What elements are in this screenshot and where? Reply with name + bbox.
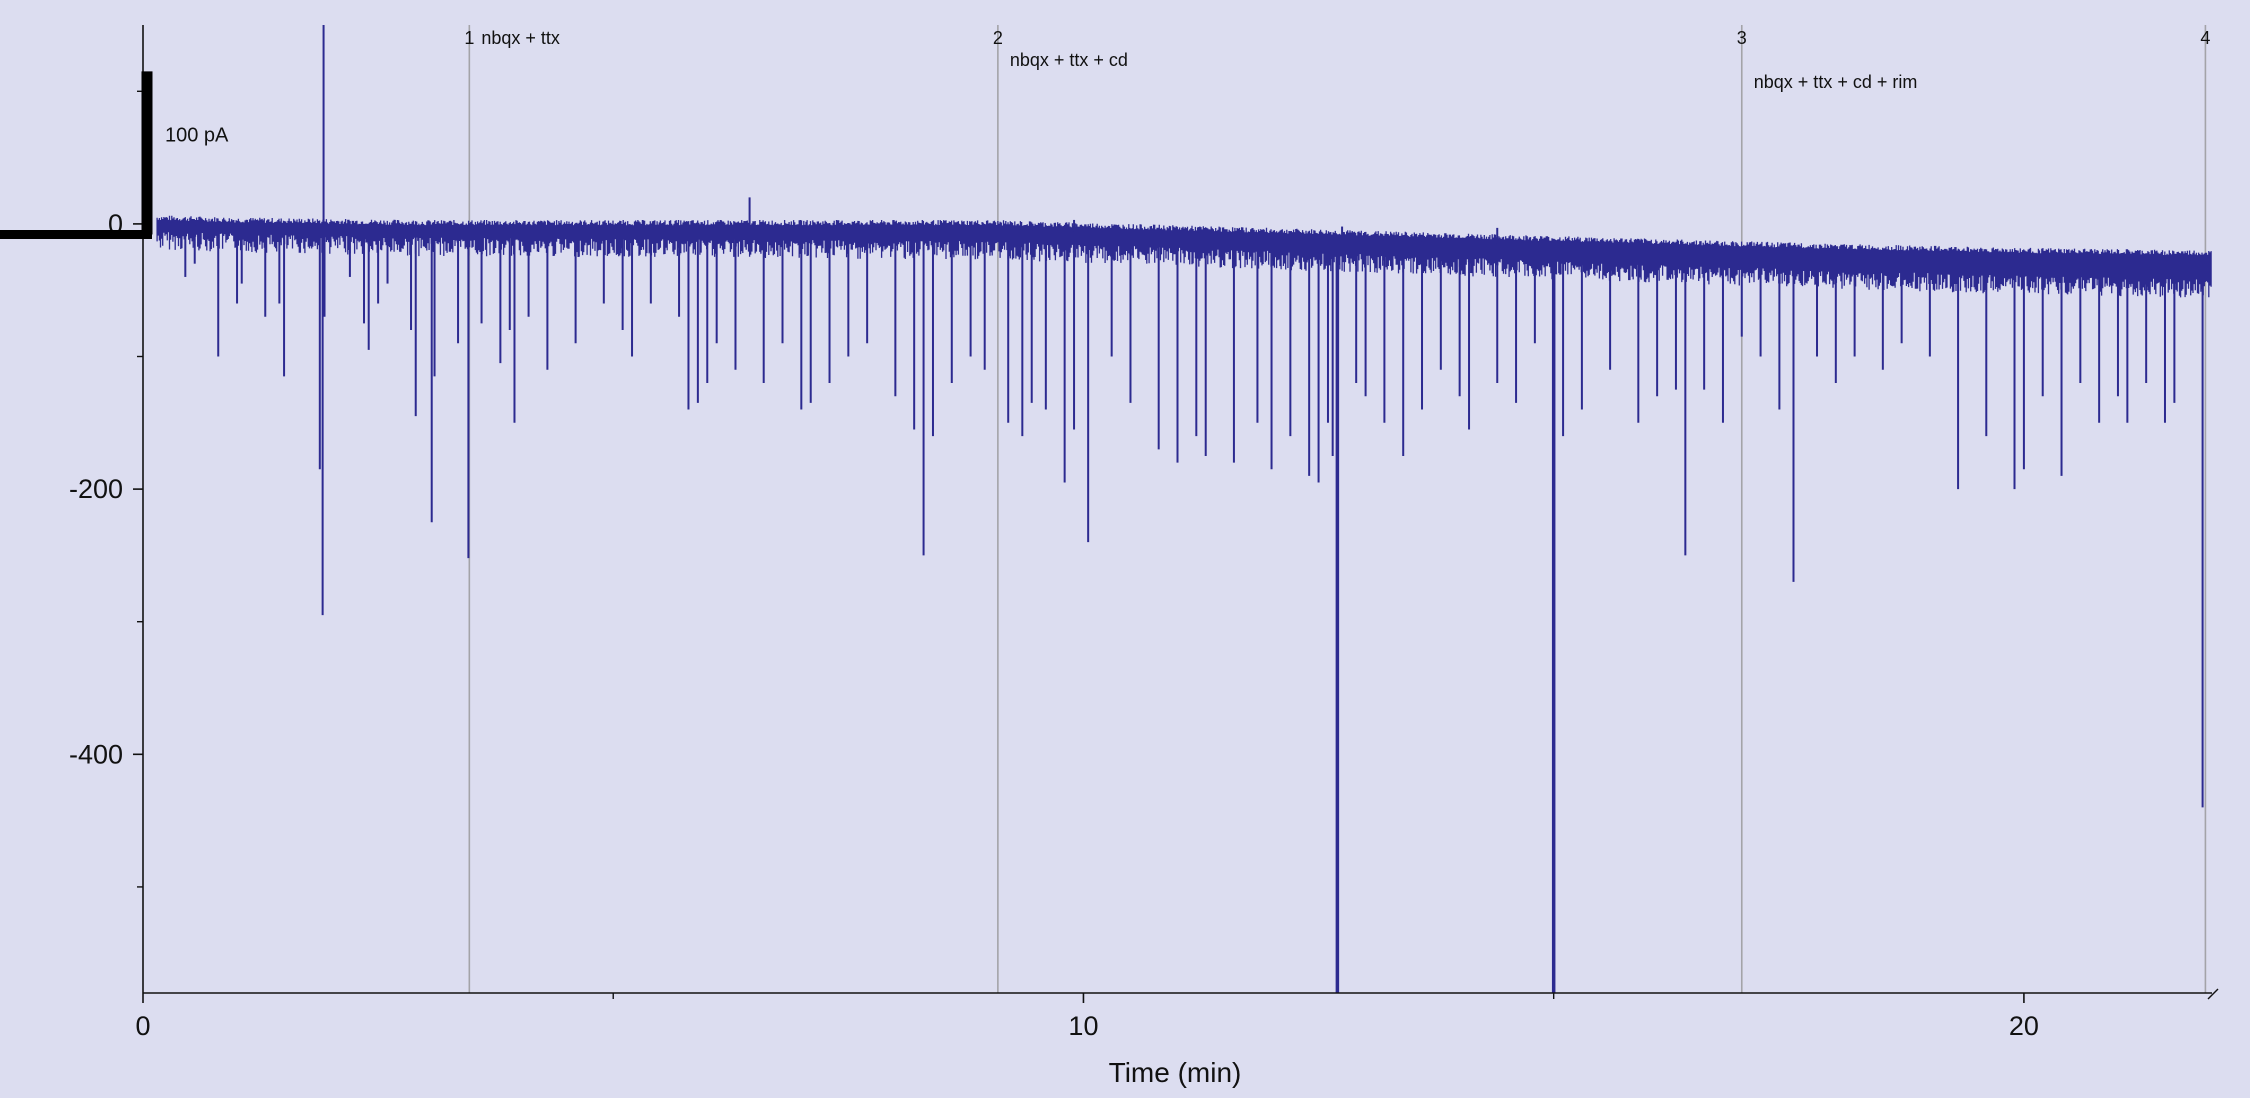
marker-label: nbqx + ttx + cd + rim	[1754, 72, 1918, 92]
drug-markers: 1 nbqx + ttx 2 nbqx + ttx + cd 3 nbqx + ttx +…	[464, 25, 2210, 993]
scale-bar-label: 100 pA	[165, 124, 229, 146]
marker-number: 3	[1737, 28, 1747, 48]
marker-number: 1	[464, 28, 474, 48]
marker-number: 2	[993, 28, 1003, 48]
x-axis-end-mark	[2207, 988, 2219, 1000]
current-trace-series	[156, 25, 2212, 993]
x-axis-title: Time (min)	[1109, 1057, 1242, 1088]
x-tick-label: 10	[1068, 1011, 1098, 1041]
x-tick-label: 20	[2009, 1011, 2039, 1041]
x-tick-label: 0	[135, 1011, 150, 1041]
scale-bar: 100 pA	[0, 71, 229, 240]
marker-number: 4	[2200, 28, 2210, 48]
axes: 0 10 200-200-400	[69, 25, 2219, 1041]
y-tick-label: -400	[69, 739, 123, 769]
y-tick-label: -200	[69, 474, 123, 504]
trace-noise-band	[156, 215, 2212, 298]
marker-label: nbqx + ttx	[481, 28, 560, 48]
marker-label: nbqx + ttx + cd	[1010, 50, 1128, 70]
